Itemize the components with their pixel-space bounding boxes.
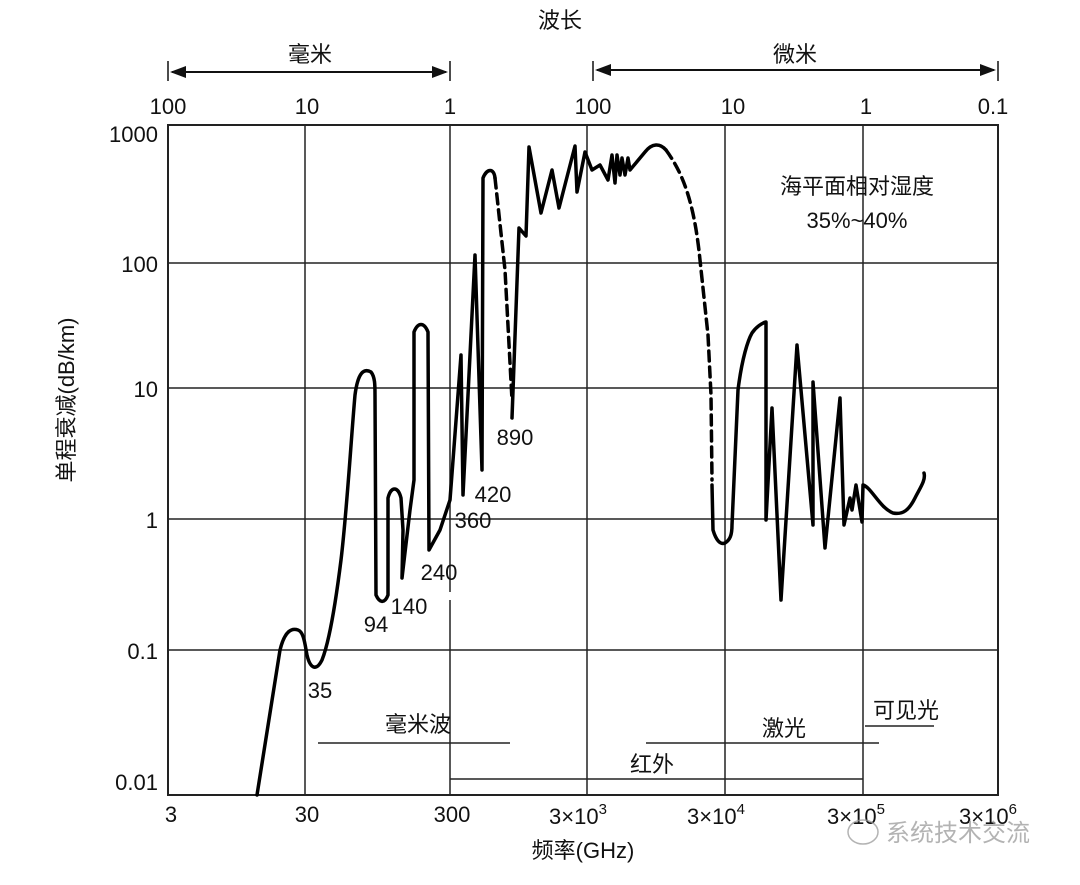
x-tick: 30 (295, 802, 319, 827)
chat-bubble-icon (847, 819, 879, 845)
y-tick: 0.01 (115, 770, 158, 795)
y-axis-label: 单程衰减(dB/km) (54, 317, 79, 482)
top-axis-ticks: 100 10 1 100 10 1 0.1 (150, 94, 1009, 119)
x-tick: 3×104 (687, 801, 745, 829)
chart-title: 波长 (538, 8, 582, 33)
top-tick: 100 (150, 94, 187, 119)
x-tick: 3×103 (549, 801, 607, 829)
attenuation-curve (255, 143, 927, 797)
y-tick: 0.1 (127, 639, 158, 664)
y-tick: 10 (134, 377, 158, 402)
top-tick: 100 (575, 94, 612, 119)
top-tick: 1 (444, 94, 456, 119)
wavelength-um-range: 微米 (592, 42, 999, 81)
arrow-left-icon (170, 66, 186, 78)
x-axis-ticks: 3 30 300 3×103 3×104 3×105 3×106 (165, 801, 1017, 829)
x-axis-label: 频率(GHz) (532, 838, 635, 863)
spectrum-bands: 毫米波 红外 激光 可见光 (318, 698, 939, 780)
band-visible-label: 可见光 (873, 698, 939, 723)
top-tick: 10 (295, 94, 319, 119)
peak-label: 360 (455, 508, 492, 533)
um-label: 微米 (773, 42, 817, 67)
peak-label: 35 (308, 678, 332, 703)
x-tick: 300 (434, 802, 471, 827)
x-tick: 3×105 (827, 801, 885, 829)
mm-label: 毫米 (288, 42, 332, 67)
wavelength-mm-range: 毫米 (167, 42, 451, 81)
y-axis-ticks: 1000 100 10 1 0.1 0.01 (109, 122, 158, 795)
top-tick: 1 (860, 94, 872, 119)
peak-label: 890 (497, 425, 534, 450)
peak-labels: 35 94 140 240 360 420 890 (308, 425, 534, 703)
humidity-annotation-line1: 海平面相对湿度 (780, 174, 934, 199)
arrow-right-icon (432, 66, 448, 78)
arrow-right-icon (980, 64, 996, 76)
watermark-text: 系统技术交流 (886, 820, 1030, 847)
y-tick: 100 (121, 252, 158, 277)
x-tick: 3×106 (959, 801, 1017, 829)
top-tick: 0.1 (978, 94, 1009, 119)
band-mmwave-label: 毫米波 (385, 712, 451, 737)
x-tick: 3 (165, 802, 177, 827)
peak-label: 94 (364, 612, 388, 637)
peak-label: 240 (421, 560, 458, 585)
band-infrared-label: 红外 (630, 752, 674, 777)
y-tick: 1000 (109, 122, 158, 147)
watermark: 系统技术交流 (847, 819, 1030, 847)
peak-label: 140 (391, 594, 428, 619)
top-tick: 10 (721, 94, 745, 119)
band-laser-label: 激光 (762, 716, 806, 741)
peak-label: 420 (475, 482, 512, 507)
arrow-left-icon (595, 64, 611, 76)
humidity-annotation-line2: 35%~40% (807, 208, 908, 233)
y-tick: 1 (146, 508, 158, 533)
